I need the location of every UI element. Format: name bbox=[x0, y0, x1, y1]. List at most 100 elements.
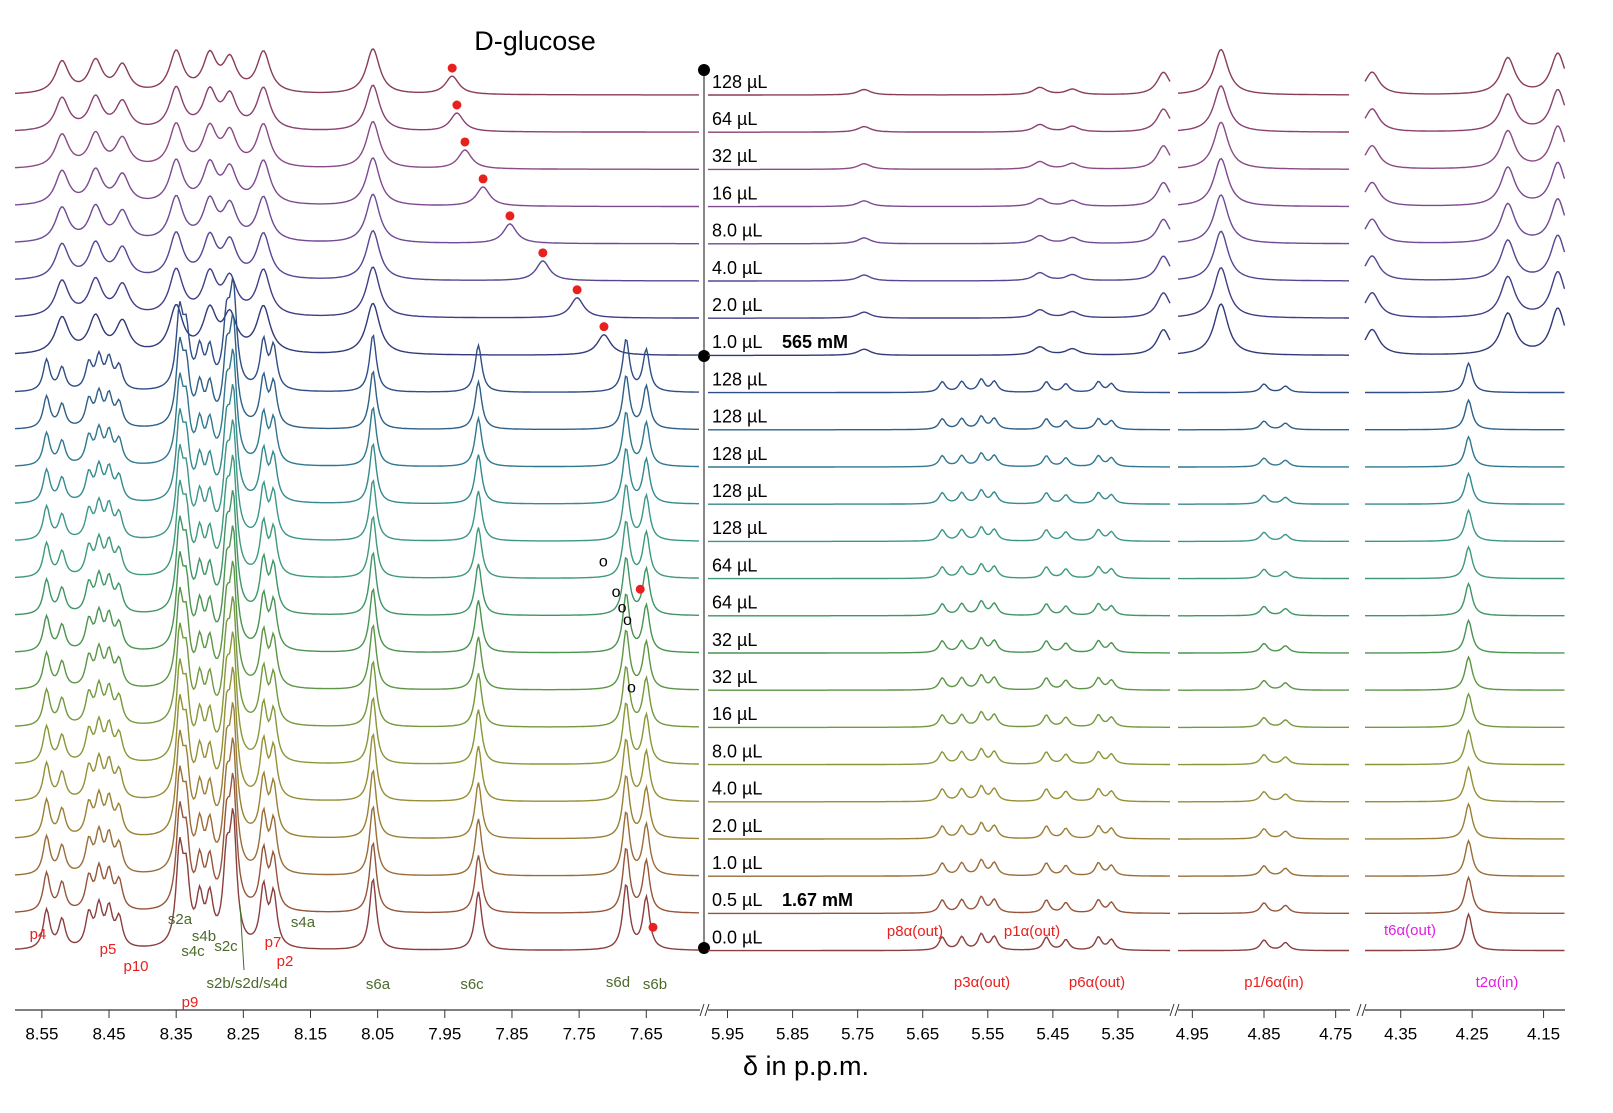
spectrum-trace bbox=[14, 302, 700, 356]
spectrum-trace bbox=[1365, 875, 1565, 914]
x-tick-label: 8.15 bbox=[294, 1024, 327, 1043]
spectrum-trace bbox=[14, 525, 699, 654]
spectrum-trace bbox=[1178, 828, 1349, 840]
spectrum-trace bbox=[1364, 161, 1566, 207]
spectrum-trace bbox=[1177, 48, 1349, 96]
spectrum-label: 16 µL bbox=[712, 704, 757, 724]
peak-label: p4 bbox=[30, 926, 47, 943]
spectrum-trace bbox=[1365, 802, 1565, 840]
spectrum-trace bbox=[708, 858, 1170, 877]
spectrum-trace bbox=[1365, 581, 1565, 617]
glucose-dot bbox=[460, 137, 470, 147]
glucose-dot bbox=[635, 584, 645, 594]
x-tick-label: 5.85 bbox=[776, 1024, 809, 1043]
spectrum-trace bbox=[1178, 494, 1349, 505]
peak-label: p1/6α(in) bbox=[1244, 974, 1304, 991]
o-marker: o bbox=[618, 600, 627, 617]
x-tick-label: 5.95 bbox=[711, 1024, 744, 1043]
axis-break bbox=[1356, 1003, 1367, 1017]
spectrum-trace bbox=[708, 218, 1171, 245]
spectrum-trace bbox=[708, 821, 1170, 840]
spectrum-label: 128 µL bbox=[712, 481, 767, 501]
peak-label: p1α(out) bbox=[1004, 923, 1060, 940]
spectrum-trace bbox=[1365, 838, 1565, 877]
spectrum-trace bbox=[14, 193, 699, 245]
x-tick-label: 4.75 bbox=[1319, 1024, 1352, 1043]
spectrum-trace bbox=[708, 525, 1170, 543]
glucose-dot bbox=[505, 211, 515, 221]
o-marker: o bbox=[599, 554, 608, 571]
leader-line bbox=[239, 904, 245, 971]
spectrum-trace bbox=[14, 702, 699, 840]
spectrum-trace bbox=[1365, 545, 1565, 580]
peak-label: t6α(out) bbox=[1384, 922, 1436, 939]
x-tick-label: 7.95 bbox=[428, 1024, 461, 1043]
x-tick-label: 8.05 bbox=[361, 1024, 394, 1043]
x-tick-label: 4.35 bbox=[1384, 1024, 1417, 1043]
peak-label: s2c bbox=[214, 938, 238, 955]
spectrum-label: 32 µL bbox=[712, 667, 757, 687]
peak-label: s4b bbox=[192, 928, 216, 945]
spectrum-trace bbox=[708, 932, 1170, 952]
spectrum-trace bbox=[1178, 716, 1349, 729]
spectrum-label: 2.0 µL bbox=[712, 295, 762, 315]
x-tick-label: 8.55 bbox=[25, 1024, 58, 1043]
x-tick-label: 7.75 bbox=[563, 1024, 596, 1043]
x-tick-label: 4.85 bbox=[1247, 1024, 1280, 1043]
spectrum-trace bbox=[1178, 902, 1349, 915]
spectrum-label: 64 µL bbox=[712, 593, 757, 613]
spectrum-label: 128 µL bbox=[712, 407, 767, 427]
spectrum-trace bbox=[708, 673, 1170, 691]
peak-label: s2b/s2d/s4d bbox=[207, 975, 288, 992]
peak-label: s6c bbox=[460, 976, 484, 993]
peak-label: s2a bbox=[168, 911, 193, 928]
spectrum-trace bbox=[1178, 865, 1349, 877]
spectrum-trace bbox=[708, 710, 1170, 729]
spectrum-trace bbox=[1178, 791, 1349, 803]
spectrum-trace bbox=[1365, 508, 1565, 542]
x-tick-label: 4.95 bbox=[1176, 1024, 1209, 1043]
spectrum-trace bbox=[1178, 753, 1349, 766]
spectrum-trace bbox=[708, 328, 1171, 357]
divider-dot bbox=[698, 942, 710, 954]
x-tick-label: 7.65 bbox=[630, 1024, 663, 1043]
spectrum-trace bbox=[1364, 198, 1566, 244]
spectrum-trace bbox=[708, 599, 1170, 617]
axis-break bbox=[699, 1003, 710, 1017]
o-marker: o bbox=[612, 584, 621, 601]
x-tick-label: 8.25 bbox=[227, 1024, 260, 1043]
spectrum-trace bbox=[708, 71, 1171, 96]
peak-label: p3α(out) bbox=[954, 974, 1010, 991]
glucose-dot bbox=[452, 100, 462, 110]
x-tick-label: 5.55 bbox=[971, 1024, 1004, 1043]
spectrum-trace bbox=[1178, 383, 1350, 394]
peak-label: s6d bbox=[606, 974, 630, 991]
concentration-label: 565 mM bbox=[782, 332, 848, 352]
spectrum-label: 1.0 µL bbox=[712, 332, 762, 352]
spectrum-trace bbox=[14, 454, 699, 579]
x-tick-label: 5.65 bbox=[906, 1024, 939, 1043]
x-tick-label: 4.15 bbox=[1527, 1024, 1560, 1043]
glucose-dot bbox=[538, 248, 548, 258]
spectrum-trace bbox=[14, 278, 699, 393]
spectrum-trace bbox=[15, 772, 699, 914]
spectrum-trace bbox=[15, 384, 699, 505]
spectrum-label: 0.0 µL bbox=[712, 927, 762, 947]
spectrum-trace bbox=[708, 488, 1170, 505]
spectrum-label: 128 µL bbox=[712, 72, 767, 92]
spectrum-trace bbox=[14, 348, 699, 468]
divider-dot bbox=[698, 64, 710, 76]
spectrum-trace bbox=[1365, 618, 1565, 654]
peak-label: p10 bbox=[123, 958, 148, 975]
spectrum-label: 32 µL bbox=[712, 146, 757, 166]
spectrum-trace bbox=[708, 377, 1170, 394]
glucose-dot bbox=[478, 174, 488, 184]
spectrum-trace bbox=[1364, 307, 1566, 355]
spectrum-trace bbox=[1364, 52, 1566, 95]
x-tick-label: 8.45 bbox=[92, 1024, 125, 1043]
spectrum-trace bbox=[1178, 605, 1349, 617]
spectrum-trace bbox=[1365, 398, 1565, 431]
glucose-dot bbox=[572, 285, 582, 295]
o-marker: o bbox=[627, 680, 636, 697]
spectrum-trace bbox=[1365, 361, 1565, 394]
